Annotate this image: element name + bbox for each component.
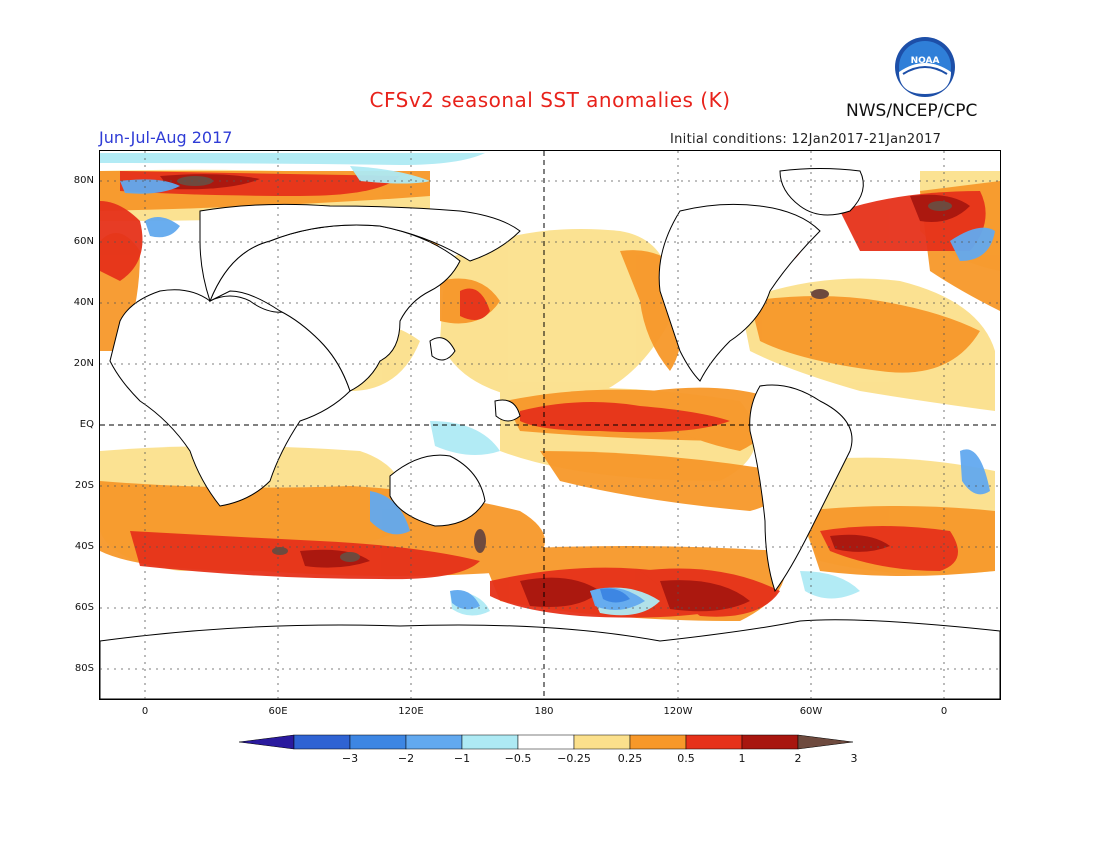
noaa-logo-text: NOAA (911, 56, 940, 66)
colorbar-segment (349, 734, 407, 750)
colorbar-label: −1 (453, 752, 471, 765)
colorbar-segment (461, 734, 519, 750)
colorbar-segment (629, 734, 687, 750)
lat-label-60n: 60N (73, 236, 94, 247)
colorbar-arrow-high (797, 734, 854, 750)
lon-label-60w: 60W (799, 706, 823, 717)
colorbar-segment (741, 734, 799, 750)
colorbar-label: 0.25 (617, 752, 643, 765)
lat-label-80s: 80S (74, 663, 94, 674)
lat-label-60s: 60S (74, 602, 94, 613)
lat-label-20s: 20S (74, 480, 94, 491)
lon-label-120w: 120W (663, 706, 693, 717)
colorbar-segment (685, 734, 743, 750)
colorbar-segment (517, 734, 575, 750)
colorbar-arrow-low (239, 734, 295, 750)
lon-label-0-left: 0 (141, 706, 149, 717)
map-title: CFSv2 seasonal SST anomalies (K) (369, 88, 731, 112)
lat-label-40s: 40S (74, 541, 94, 552)
colorbar-label: −0.5 (504, 752, 532, 765)
colorbar-label: 3 (850, 752, 858, 765)
colorbar-label: −0.25 (557, 752, 591, 765)
sst-anomaly-map (99, 150, 1001, 700)
colorbar-label: −3 (341, 752, 359, 765)
lat-label-80n: 80N (73, 175, 94, 186)
lat-label-20n: 20N (73, 358, 94, 369)
lon-label-0-right: 0 (940, 706, 948, 717)
colorbar-segment (293, 734, 351, 750)
colorbar-label: 2 (794, 752, 802, 765)
colorbar-label: −2 (397, 752, 415, 765)
initial-conditions: Initial conditions: 12Jan2017-21Jan2017 (670, 132, 942, 147)
colorbar (239, 734, 854, 750)
lat-label-eq: EQ (79, 419, 94, 430)
colorbar-label: 1 (738, 752, 746, 765)
lat-label-40n: 40N (73, 297, 94, 308)
colorbar-segment (573, 734, 631, 750)
forecast-period: Jun-Jul-Aug 2017 (99, 128, 233, 147)
continents (100, 168, 1000, 699)
map-canvas (100, 151, 1000, 699)
colorbar-segment (405, 734, 463, 750)
noaa-logo: NOAA (895, 37, 955, 97)
lon-label-180: 180 (534, 706, 554, 717)
equator-dateline (100, 151, 1000, 699)
lon-label-120e: 120E (398, 706, 424, 717)
center-label: NWS/NCEP/CPC (846, 101, 978, 121)
anomaly-field (100, 153, 1000, 621)
colorbar-label: 0.5 (677, 752, 695, 765)
lon-label-60e: 60E (268, 706, 288, 717)
